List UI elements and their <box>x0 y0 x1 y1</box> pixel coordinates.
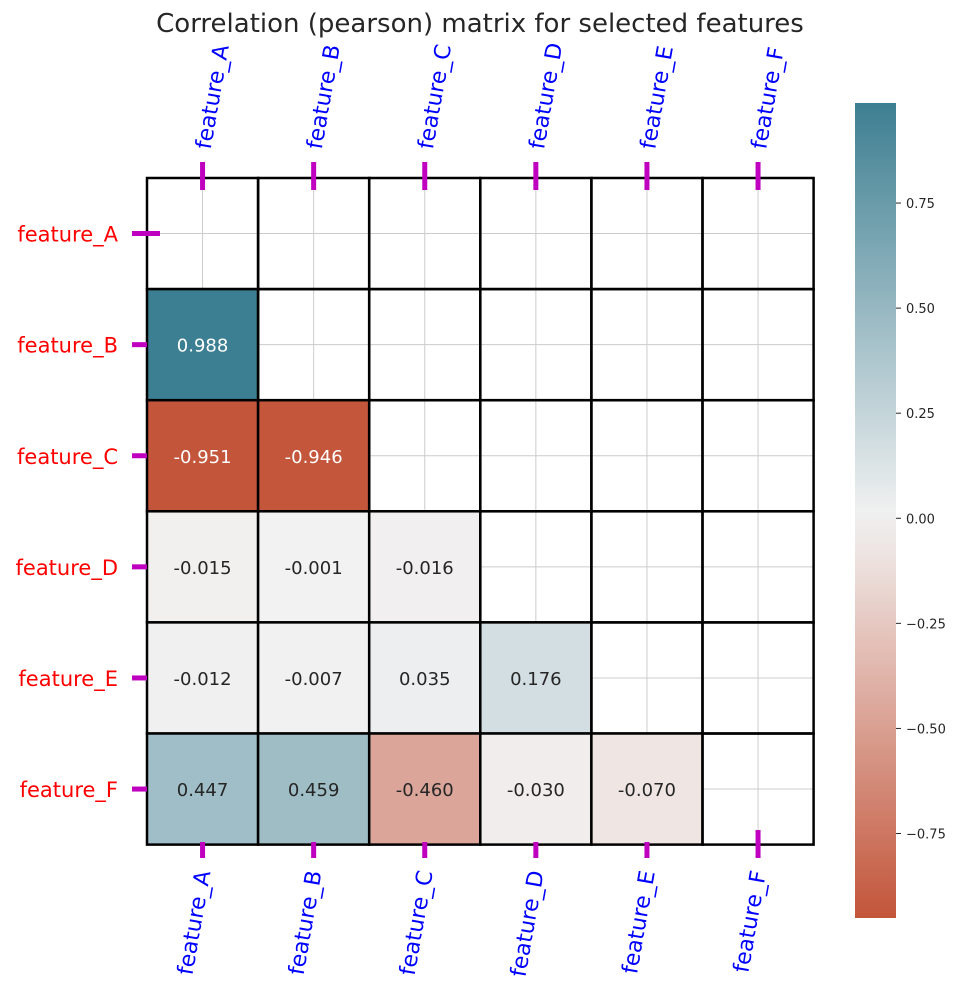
colorbar-tick-label: −0.25 <box>906 617 946 632</box>
x-tick-label-bottom: feature_F <box>729 869 772 975</box>
x-tick-label-bottom: feature_E <box>618 869 661 976</box>
x-tick-label-bottom: feature_B <box>285 869 328 977</box>
cell-value-label: -0.946 <box>285 447 343 468</box>
cell-value-label: -0.951 <box>174 447 232 468</box>
cell-value-label: -0.001 <box>285 558 343 579</box>
heatmap-cell <box>590 732 704 846</box>
colorbar: 0.75 0.50 0.25 0.00 −0.25 −0.50 −0.75 <box>855 103 946 918</box>
x-tick-label-bottom: feature_A <box>174 869 217 977</box>
cell-value-label: 0.988 <box>177 336 229 357</box>
cell-value-labels: 0.988 -0.951 -0.946 -0.015 -0.001 -0.016 -0.01… <box>174 336 676 801</box>
x-tick-label-top: feature_F <box>747 45 790 151</box>
heatmap-cell <box>367 621 482 735</box>
cell-value-label: -0.460 <box>396 780 454 801</box>
x-tick-label-top: feature_B <box>303 43 346 151</box>
colorbar-tick-label: −0.75 <box>906 828 946 843</box>
x-tick-label-bottom: feature_D <box>506 869 549 979</box>
colorbar-tick-label: 0.25 <box>906 407 935 422</box>
y-tick-label: feature_A <box>17 223 118 248</box>
cell-value-label: -0.016 <box>396 558 454 579</box>
x-tick-label-top: feature_C <box>414 43 457 152</box>
cell-value-label: -0.012 <box>174 669 232 690</box>
y-tick-label: feature_F <box>20 778 118 803</box>
cell-value-label: -0.007 <box>285 669 343 690</box>
heatmap-cells <box>145 176 815 846</box>
heatmap-cell <box>145 732 260 846</box>
colorbar-tick-label: 0.75 <box>906 197 935 212</box>
y-tick-label: feature_D <box>16 556 119 581</box>
heatmap-cell <box>256 398 371 513</box>
heatmap-cell <box>367 732 482 846</box>
cell-value-label: 0.459 <box>288 780 340 801</box>
x-tick-label-top: feature_A <box>192 43 235 151</box>
chart-title: Correlation (pearson) matrix for selecte… <box>156 9 804 39</box>
cell-value-label: -0.015 <box>174 558 232 579</box>
cell-value-label: -0.070 <box>618 780 676 801</box>
cell-value-label: 0.447 <box>177 780 229 801</box>
colorbar-tick-label: 0.00 <box>906 512 935 527</box>
x-tick-label-top: feature_E <box>636 44 679 151</box>
cell-value-label: 0.176 <box>510 669 562 690</box>
colorbar-tick-label: 0.50 <box>906 302 935 317</box>
cell-value-label: 0.035 <box>399 669 451 690</box>
x-tick-label-top: feature_D <box>525 41 568 151</box>
colorbar-tick-label: −0.50 <box>906 722 946 737</box>
heatmap-cell <box>145 398 260 513</box>
colorbar-bar <box>855 103 896 918</box>
y-tick-label: feature_B <box>17 334 118 359</box>
cell-value-label: -0.030 <box>507 780 565 801</box>
x-tick-label-bottom: feature_C <box>396 869 439 978</box>
heatmap-cell <box>256 510 371 624</box>
y-tick-label: feature_C <box>17 445 118 470</box>
y-tick-label: feature_E <box>18 667 118 692</box>
heatmap-cell <box>256 621 371 735</box>
heatmap-cell <box>479 621 593 735</box>
